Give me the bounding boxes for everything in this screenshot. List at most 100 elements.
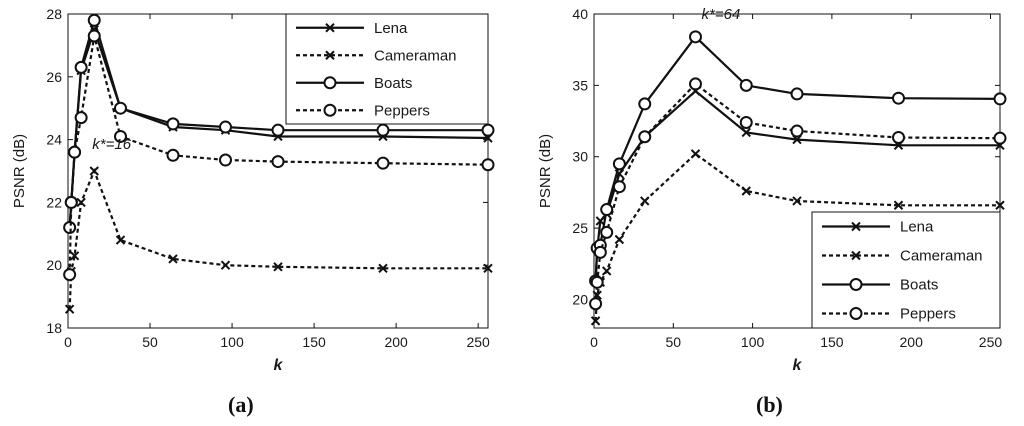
x-tick-label: 150 [820, 334, 844, 350]
data-point [993, 92, 1007, 106]
series-line [68, 168, 488, 310]
data-point [792, 196, 802, 206]
x-tick-label: 200 [900, 334, 924, 350]
data-point [89, 166, 99, 176]
data-point [893, 200, 904, 210]
data-point [220, 260, 231, 270]
legend-label: Peppers [900, 306, 956, 323]
data-point [63, 268, 77, 282]
legend-box [285, 13, 489, 125]
y-tick-label: 25 [572, 220, 588, 236]
legend-label: Boats [374, 75, 412, 92]
data-point [993, 131, 1007, 145]
data-point [638, 97, 652, 111]
data-point [601, 266, 612, 276]
series-peppers [589, 77, 1007, 311]
data-point [590, 275, 604, 289]
data-point [892, 91, 905, 105]
x-tick-label: 0 [590, 334, 598, 350]
data-point [790, 87, 804, 101]
data-point [481, 158, 495, 172]
legend-marker [849, 278, 863, 291]
series-cameraman [590, 149, 1005, 326]
data-point [600, 225, 614, 239]
legend-label: Boats [900, 277, 938, 294]
data-point [74, 60, 88, 74]
data-point [614, 234, 625, 245]
data-point [595, 216, 606, 226]
x-tick-label: 150 [302, 334, 326, 350]
data-point [690, 149, 701, 159]
data-point [69, 251, 80, 261]
data-point [741, 127, 751, 138]
data-point [483, 263, 493, 274]
data-point [114, 101, 127, 115]
data-point [87, 29, 101, 43]
x-axis-label: k [793, 357, 803, 374]
y-tick-label: 26 [46, 69, 62, 85]
data-point [739, 78, 753, 92]
data-point [590, 316, 601, 326]
data-point [64, 195, 78, 209]
legend-label: Cameraman [374, 47, 457, 64]
legend-marker [325, 50, 335, 60]
panel-label-b: (b) [756, 392, 783, 417]
data-point [481, 123, 495, 137]
data-point [168, 254, 178, 264]
y-axis-label: PSNR (dB) [11, 134, 28, 208]
x-tick-label: 200 [384, 334, 408, 350]
data-point [219, 153, 232, 167]
y-tick-label: 20 [572, 291, 588, 307]
legend-label: Lena [374, 20, 408, 37]
data-point [166, 117, 180, 131]
x-tick-label: 250 [979, 334, 1003, 350]
data-point [741, 186, 751, 196]
x-tick-label: 0 [64, 334, 72, 350]
y-tick-label: 18 [46, 320, 62, 336]
data-point [114, 129, 127, 143]
plot-frame [593, 13, 1001, 329]
data-point [273, 262, 283, 272]
data-point [790, 124, 804, 138]
legend-label: Lena [900, 219, 934, 236]
data-point [115, 235, 126, 245]
legend-marker [323, 103, 337, 117]
legend-marker [323, 76, 337, 90]
data-point [378, 263, 388, 274]
legend-box [811, 211, 1001, 329]
data-point [271, 123, 285, 137]
chart-b: 0 50 100 150 200 250 20 25 30 35 40 k PSNR (dB) k*=64… [537, 6, 1007, 374]
legend-label: Cameraman [900, 248, 983, 265]
data-point [219, 120, 232, 134]
x-tick-label: 50 [666, 334, 682, 350]
data-point [166, 148, 180, 162]
data-point [640, 196, 650, 206]
data-point [739, 115, 753, 129]
y-tick-label: 22 [46, 194, 62, 210]
series-cameraman [64, 166, 493, 314]
data-point [271, 155, 285, 169]
data-point [589, 297, 603, 311]
data-point [689, 30, 702, 44]
data-point [87, 13, 101, 27]
data-point [600, 203, 614, 217]
y-tick-label: 40 [572, 6, 588, 22]
data-point [689, 77, 702, 91]
legend-marker [849, 307, 863, 320]
y-tick-label: 20 [46, 257, 62, 273]
x-tick-label: 50 [142, 334, 158, 350]
data-point [376, 156, 390, 170]
data-point [376, 123, 390, 137]
legend-label: Peppers [374, 102, 430, 119]
data-point [995, 200, 1005, 210]
data-point [612, 157, 626, 171]
chart-a: 0 50 100 150 200 250 18 20 22 24 26 28 k PSNR (dB) k*=… [11, 6, 495, 374]
annotation-label: k*=16 [92, 136, 131, 153]
x-tick-label: 100 [741, 334, 765, 350]
x-tick-label: 250 [466, 334, 490, 350]
x-tick-label: 100 [220, 334, 244, 350]
y-tick-label: 35 [572, 77, 588, 93]
legend-marker [851, 250, 861, 261]
y-tick-label: 24 [46, 132, 62, 148]
y-tick-label: 30 [572, 149, 588, 165]
